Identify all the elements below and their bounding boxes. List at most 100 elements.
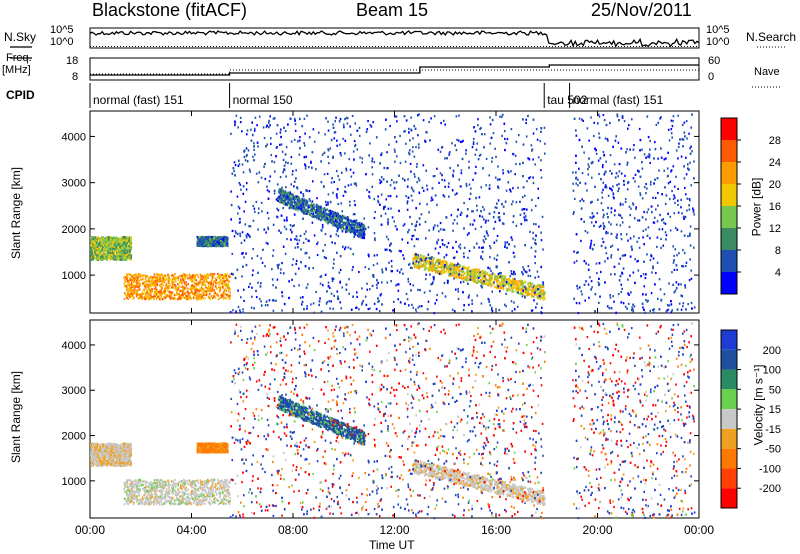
power-cell — [183, 288, 186, 291]
power-cell — [476, 275, 479, 278]
power-cell — [119, 245, 121, 248]
power-cell — [97, 250, 100, 253]
power-cell — [153, 279, 156, 282]
power-cell — [310, 202, 313, 205]
power-cell — [280, 194, 283, 197]
power-cell — [289, 196, 292, 200]
power-cell — [282, 192, 285, 195]
power-cell — [212, 283, 215, 286]
power-cell — [127, 239, 129, 242]
power-cell — [340, 220, 343, 224]
power-cell — [123, 276, 126, 279]
power-cell — [479, 280, 482, 283]
power-cell — [112, 245, 114, 248]
power-cell — [204, 244, 206, 247]
power-cell — [193, 281, 195, 284]
power-cell — [295, 205, 298, 208]
power-cell — [423, 264, 426, 267]
power-cell — [132, 285, 135, 288]
power-cell — [419, 266, 421, 269]
power-cell — [503, 303, 506, 306]
noise-panel — [89, 27, 700, 49]
power-cell — [467, 269, 470, 272]
power-cell — [520, 287, 523, 291]
power-cell — [536, 293, 539, 296]
power-cell — [419, 264, 421, 268]
power-cell — [524, 281, 527, 284]
power-cell — [476, 270, 479, 273]
power-cell — [479, 275, 482, 278]
power-cell — [132, 297, 135, 300]
power-cell — [529, 293, 531, 296]
power-cell — [491, 278, 493, 281]
power-cell — [143, 281, 146, 284]
power-cell — [123, 241, 126, 244]
power-cell — [511, 280, 514, 283]
power-cell — [104, 248, 107, 251]
power-cell — [423, 268, 426, 271]
power-cell — [217, 237, 220, 240]
power-cell — [117, 243, 120, 246]
power-cell — [128, 287, 131, 291]
power-cell — [455, 269, 458, 272]
power-cell — [437, 270, 440, 273]
power-cell — [93, 240, 95, 244]
power-cell — [187, 288, 190, 291]
power-cell — [223, 243, 226, 246]
power-cell — [196, 241, 199, 244]
power-cell — [154, 287, 157, 290]
power-cell — [178, 297, 181, 300]
power-cell — [456, 266, 459, 269]
power-cell — [164, 287, 167, 290]
power-cell — [541, 285, 543, 288]
power-cell — [512, 286, 515, 290]
power-cell — [219, 244, 221, 248]
power-cell — [138, 288, 140, 292]
power-cell — [297, 209, 300, 212]
power-cell — [109, 258, 111, 261]
power-cell — [195, 282, 198, 286]
power-cell — [347, 224, 350, 228]
power-cell — [283, 194, 285, 197]
power-cell — [189, 278, 191, 281]
power-cell — [208, 274, 210, 277]
power-cell — [297, 196, 300, 199]
power-cell — [202, 281, 204, 284]
power-cell — [309, 207, 312, 211]
power-cell — [140, 296, 143, 299]
power-cell — [99, 251, 102, 255]
power-cell — [465, 266, 468, 269]
power-cell — [106, 242, 108, 245]
power-cell — [325, 220, 328, 224]
power-cell — [516, 281, 518, 285]
power-cell — [434, 266, 436, 270]
power-cell — [424, 267, 427, 270]
power-cell — [174, 276, 177, 280]
power-cell — [134, 291, 137, 295]
power-cell — [208, 242, 211, 245]
power-cell — [143, 288, 145, 292]
power-cell — [201, 278, 204, 281]
power-cell — [154, 286, 157, 289]
power-cell — [135, 273, 137, 276]
power-cell — [123, 251, 125, 254]
power-cell — [164, 289, 167, 292]
power-cell — [535, 285, 537, 288]
power-cell — [199, 273, 202, 276]
power-cell — [124, 278, 126, 282]
power-cell — [210, 272, 213, 276]
power-cell — [444, 260, 447, 263]
power-cell — [199, 294, 202, 297]
power-cell — [106, 240, 109, 243]
power-cell — [340, 226, 342, 230]
power-cell — [324, 219, 327, 222]
power-cell — [135, 289, 138, 293]
power-cell — [196, 289, 199, 292]
power-cell — [413, 255, 416, 258]
power-cell — [469, 271, 472, 274]
power-cell — [126, 279, 129, 282]
power-cell — [440, 260, 443, 263]
power-cell — [481, 269, 484, 273]
power-cell — [412, 260, 415, 263]
power-cell — [150, 297, 152, 300]
